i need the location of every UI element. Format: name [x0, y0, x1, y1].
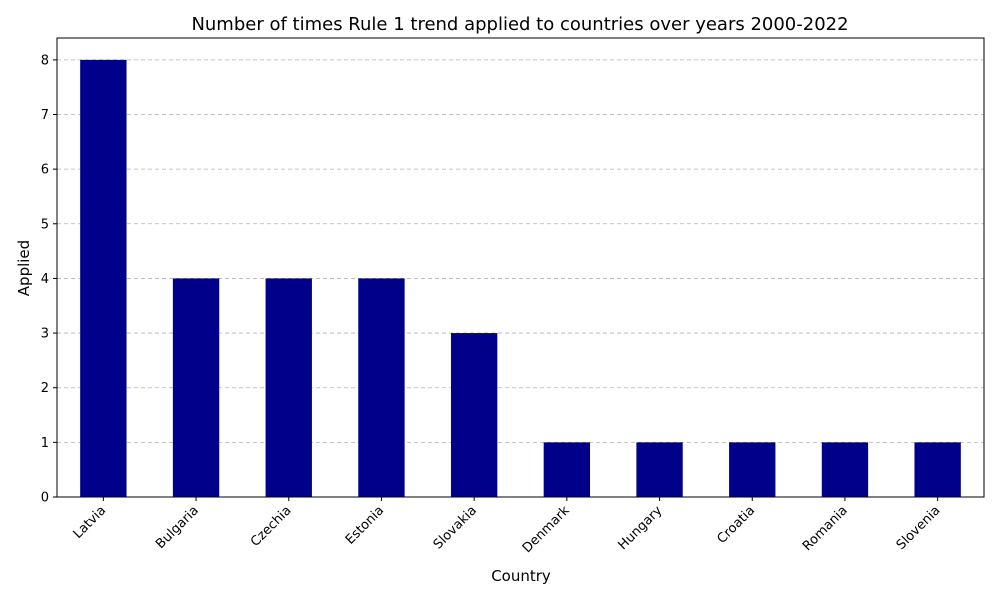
x-tick-label: Hungary [616, 503, 666, 553]
y-tick-label: 8 [41, 53, 49, 68]
x-tick-label: Bulgaria [153, 503, 202, 552]
bar-estonia [358, 278, 405, 497]
bar-bulgaria [172, 278, 220, 497]
x-tick-label: Czechia [248, 503, 295, 550]
bar-latvia [80, 59, 127, 497]
x-tick-label: Denmark [520, 503, 573, 556]
bar-romania [821, 442, 869, 497]
y-tick-label: 4 [41, 272, 49, 287]
y-tick-label: 5 [41, 217, 49, 232]
y-tick-label: 7 [41, 108, 49, 123]
x-tick-label: Estonia [343, 503, 387, 547]
x-axis-label: Country [491, 567, 551, 585]
x-tick-label: Slovenia [894, 503, 944, 553]
y-tick-label: 0 [41, 491, 49, 506]
x-tick-label: Croatia [714, 503, 758, 547]
bars [80, 59, 961, 497]
bar-hungary [636, 442, 683, 497]
y-tick-label: 2 [41, 381, 49, 396]
x-tick-label: Romania [800, 503, 851, 554]
y-tick-label: 6 [41, 163, 49, 178]
y-tick-label: 1 [41, 436, 49, 451]
chart-title: Number of times Rule 1 trend applied to … [191, 14, 848, 35]
bar-denmark [543, 442, 591, 497]
x-tick-label: Slovakia [431, 503, 480, 552]
bar-slovenia [914, 442, 961, 497]
bar-croatia [729, 442, 776, 497]
y-tick-label: 3 [41, 327, 49, 342]
y-axis-ticks: 0 1 2 3 4 5 6 7 8 [41, 53, 57, 506]
plot-frame [56, 37, 985, 498]
bar-czechia [265, 278, 312, 497]
x-axis-ticks: Latvia Bulgaria Czechia Estonia Slovakia Denm… [71, 497, 944, 556]
y-axis-label: Applied [15, 240, 33, 296]
x-tick-label: Latvia [71, 503, 110, 542]
bar-slovakia [450, 333, 498, 497]
